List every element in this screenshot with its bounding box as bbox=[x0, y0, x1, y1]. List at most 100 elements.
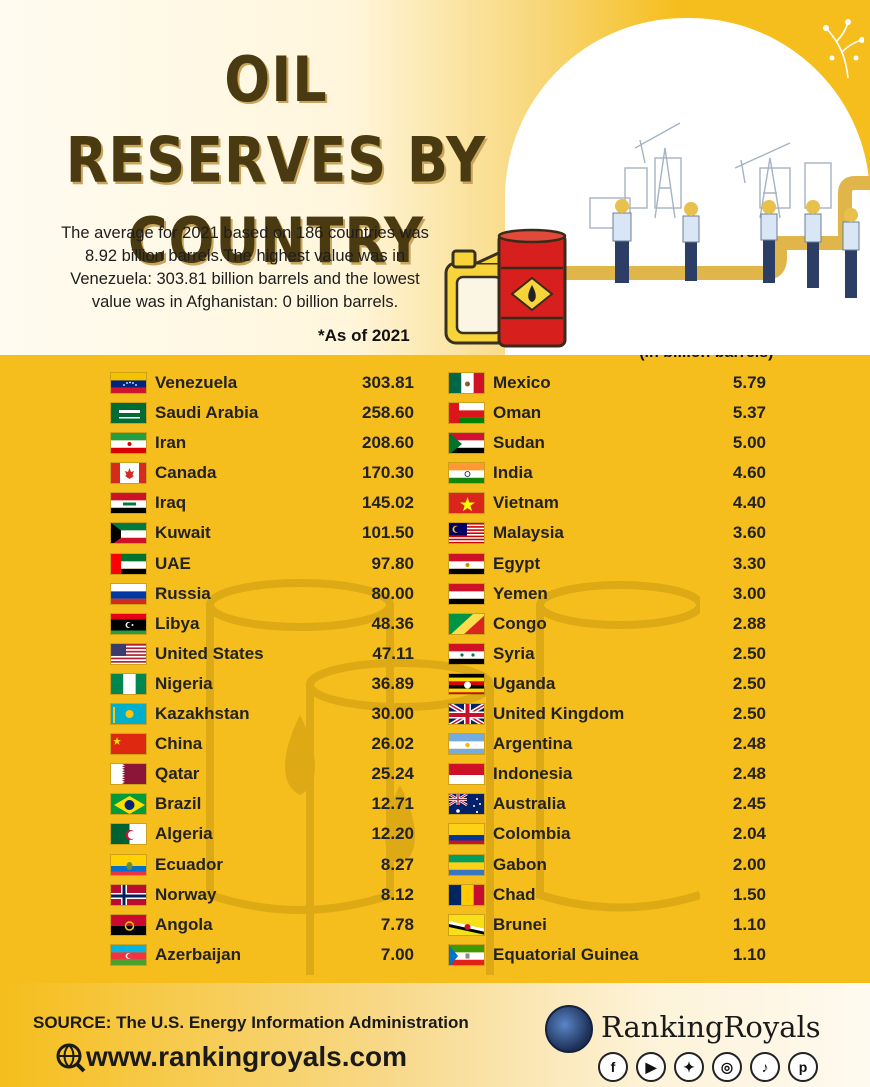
list-item: Equatorial Guinea 1.10 bbox=[448, 940, 768, 970]
reserve-value: 2.45 bbox=[732, 794, 766, 814]
gabon-flag bbox=[448, 853, 485, 876]
country-name: Norway bbox=[155, 884, 217, 904]
list-item: Azerbaijan 7.00 bbox=[110, 940, 430, 970]
tiktok-icon[interactable]: ♪ bbox=[750, 1052, 780, 1082]
equatorial-guinea-flag bbox=[448, 943, 485, 966]
country-name: Qatar bbox=[155, 764, 200, 784]
country-name: Mexico bbox=[493, 373, 551, 392]
country-name: Oman bbox=[493, 403, 542, 423]
list-item: China 26.02 bbox=[110, 729, 430, 759]
list-item: Libya 48.36 bbox=[110, 609, 430, 639]
reserve-value: 208.60 bbox=[362, 433, 414, 453]
reserve-value: 258.60 bbox=[362, 403, 414, 423]
saudi-arabia-flag bbox=[110, 402, 147, 425]
brand-name: RankingRoyals bbox=[601, 1010, 821, 1044]
country-name: Yemen bbox=[493, 583, 548, 603]
website-link[interactable]: www.rankingroyals.com bbox=[86, 1041, 408, 1072]
india-flag bbox=[448, 462, 485, 485]
united-states-flag bbox=[110, 642, 147, 665]
reserve-value: 303.81 bbox=[362, 373, 414, 392]
country-name: Brunei bbox=[493, 914, 547, 934]
brunei-flag bbox=[448, 913, 485, 936]
reserve-value: 8.27 bbox=[380, 854, 414, 874]
reserve-value: 47.11 bbox=[372, 643, 414, 663]
source-note: SOURCE: The U.S. Energy Information Admi… bbox=[33, 1013, 469, 1032]
country-name: Azerbaijan bbox=[155, 944, 241, 964]
angola-flag bbox=[110, 913, 147, 936]
list-item: Nigeria 36.89 bbox=[110, 669, 430, 699]
list-item: Uganda 2.50 bbox=[448, 669, 768, 699]
instagram-icon[interactable]: ◎ bbox=[712, 1052, 742, 1082]
country-name: Australia bbox=[493, 794, 566, 814]
reserve-value: 2.50 bbox=[732, 704, 766, 724]
country-name: Sudan bbox=[493, 433, 545, 453]
vietnam-flag bbox=[448, 492, 485, 515]
kazakhstan-flag bbox=[110, 703, 147, 726]
list-item: Norway 8.12 bbox=[110, 880, 430, 910]
background-barrels-decoration bbox=[206, 579, 700, 975]
country-name: Vietnam bbox=[493, 493, 559, 513]
country-name: Russia bbox=[155, 583, 211, 603]
country-name: Malaysia bbox=[493, 523, 564, 543]
reserve-value: 2.50 bbox=[732, 673, 766, 693]
egypt-flag bbox=[448, 552, 485, 575]
youtube-icon[interactable]: ▶ bbox=[636, 1052, 666, 1082]
reserve-value: 2.50 bbox=[732, 643, 766, 663]
list-item: United Kingdom 2.50 bbox=[448, 699, 768, 729]
list-item: Congo 2.88 bbox=[448, 609, 768, 639]
list-item: Angola 7.78 bbox=[110, 910, 430, 940]
reserve-value: 4.40 bbox=[732, 493, 766, 513]
brazil-flag bbox=[110, 793, 147, 816]
list-item: Oman 5.37 bbox=[448, 398, 768, 428]
list-item: Canada 170.30 bbox=[110, 458, 430, 488]
uganda-flag bbox=[448, 672, 485, 695]
reserve-value: 3.00 bbox=[732, 583, 766, 603]
list-item: Australia 2.45 bbox=[448, 789, 768, 819]
sudan-flag bbox=[448, 432, 485, 455]
twitter-icon[interactable]: ✦ bbox=[674, 1052, 704, 1082]
list-item: Kazakhstan 30.00 bbox=[110, 699, 430, 729]
country-name: Iran bbox=[155, 433, 187, 453]
russia-flag bbox=[110, 582, 147, 605]
malaysia-flag bbox=[448, 522, 485, 545]
pinterest-icon[interactable]: p bbox=[788, 1052, 818, 1082]
description: The average for 2021 based on 186 countr… bbox=[61, 224, 429, 311]
country-name: Equatorial Guinea bbox=[493, 944, 639, 964]
country-name: Congo bbox=[493, 613, 547, 633]
reserve-value: 26.02 bbox=[371, 734, 414, 754]
country-name: Iraq bbox=[155, 493, 187, 513]
list-item: Colombia 2.04 bbox=[448, 819, 768, 849]
country-name: Angola bbox=[155, 914, 213, 934]
reserve-value: 80.00 bbox=[371, 583, 414, 603]
yemen-flag bbox=[448, 582, 485, 605]
facebook-icon[interactable]: f bbox=[598, 1052, 628, 1082]
list-item: Indonesia 2.48 bbox=[448, 759, 768, 789]
reserve-value: 36.89 bbox=[371, 673, 414, 693]
country-name: Kuwait bbox=[155, 523, 211, 543]
list-item: Iraq 145.02 bbox=[110, 488, 430, 518]
country-name: Gabon bbox=[493, 854, 547, 874]
venezuela-flag bbox=[110, 372, 147, 394]
list-item: Sudan 5.00 bbox=[448, 428, 768, 458]
reserve-value: 97.80 bbox=[371, 553, 414, 573]
country-name: Saudi Arabia bbox=[155, 403, 259, 423]
country-name: United Kingdom bbox=[493, 704, 625, 724]
list-item: Ecuador 8.27 bbox=[110, 850, 430, 880]
australia-flag bbox=[448, 793, 485, 816]
uae-flag bbox=[110, 552, 147, 575]
list-item: Qatar 25.24 bbox=[110, 759, 430, 789]
country-name: Indonesia bbox=[493, 764, 573, 784]
country-name: Uganda bbox=[493, 673, 556, 693]
reserve-value: 25.24 bbox=[371, 764, 414, 784]
reserve-value: 8.12 bbox=[380, 884, 414, 904]
globe-search-icon bbox=[56, 1043, 86, 1073]
list-item: Argentina 2.48 bbox=[448, 729, 768, 759]
country-name: Brazil bbox=[155, 794, 202, 814]
country-name: Egypt bbox=[493, 553, 541, 573]
country-name: UAE bbox=[155, 553, 191, 573]
iraq-flag bbox=[110, 492, 147, 515]
list-item: Venezuela 303.81 bbox=[110, 368, 430, 398]
list-item: Saudi Arabia 258.60 bbox=[110, 398, 430, 428]
chad-flag bbox=[448, 883, 485, 906]
congo-flag bbox=[448, 612, 485, 635]
